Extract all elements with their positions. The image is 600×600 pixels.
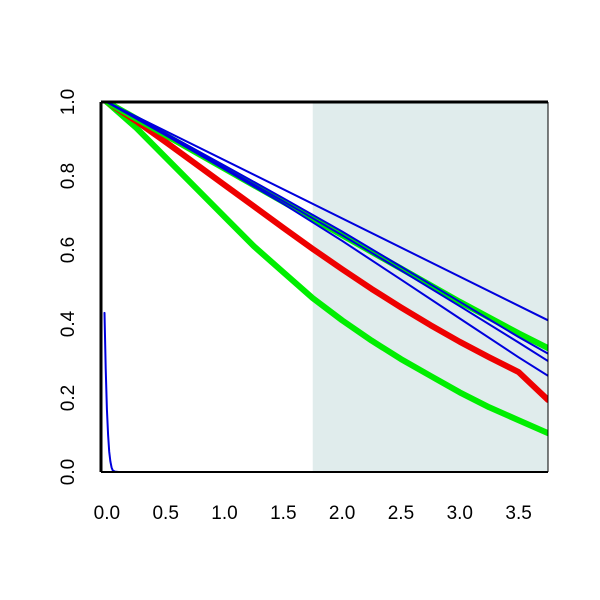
x-tick-label: 2.0: [329, 503, 355, 524]
y-tick-label: 0.0: [58, 459, 79, 485]
y-tick-label: 0.2: [58, 385, 79, 411]
axis-layer: [99, 100, 549, 473]
y-tick-label: 0.8: [58, 163, 79, 189]
series-line-2: [103, 102, 548, 403]
series-line-8: [103, 311, 548, 472]
x-tick-label: 0.5: [152, 503, 178, 524]
x-tick-label: 1.5: [270, 503, 296, 524]
series-layer: [103, 102, 548, 472]
x-tick-label: 1.0: [211, 503, 237, 524]
series-line-5: [105, 102, 548, 355]
x-tick-label: 2.5: [388, 503, 414, 524]
y-tick-label: 1.0: [58, 89, 79, 115]
y-tick-label: 0.6: [58, 237, 79, 263]
x-tick-label: 0.0: [94, 503, 120, 524]
x-tick-label: 3.5: [505, 503, 531, 524]
x-tick-label: 3.0: [447, 503, 473, 524]
series-line-4: [105, 102, 548, 322]
series-line-7: [105, 102, 548, 377]
y-tick-label: 0.4: [58, 310, 79, 337]
series-line-1: [103, 102, 548, 437]
tick-label-layer: 0.0 0.5 1.0 1.5 2.0 2.5 3.0 3.5 0.0 0.2 0.4 0.6 0.8 1…: [58, 89, 532, 524]
